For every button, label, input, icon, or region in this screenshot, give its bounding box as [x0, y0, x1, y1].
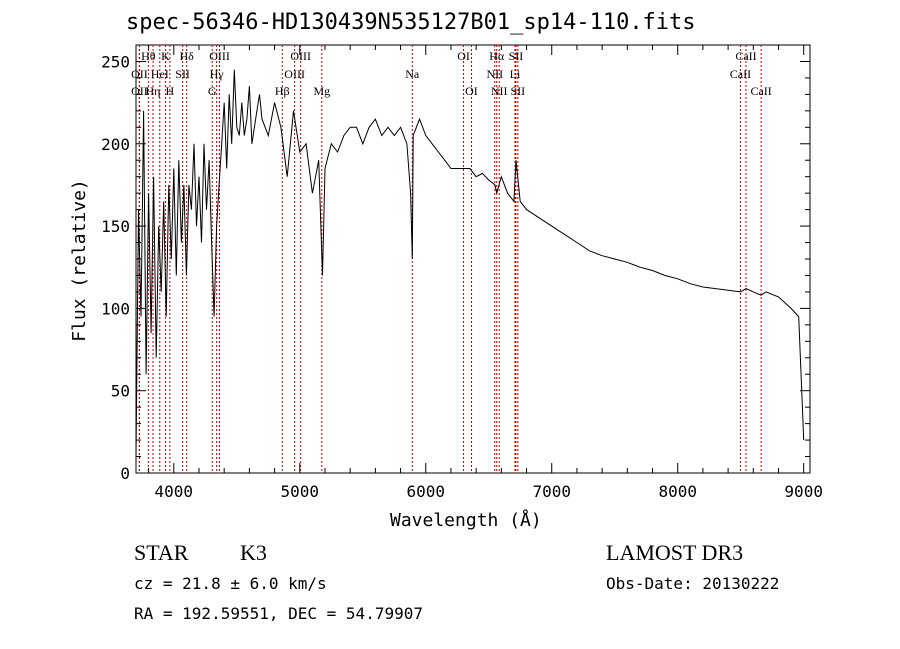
- y-tick-label: 150: [101, 217, 130, 236]
- marker-label: Li: [510, 67, 521, 81]
- x-tick-label: 8000: [658, 482, 697, 501]
- marker-label: CaII: [750, 84, 771, 98]
- marker-label: K: [161, 49, 170, 63]
- marker-label: NII: [491, 84, 508, 98]
- y-tick-label: 100: [101, 299, 130, 318]
- y-axis-ticks: 0 50 100 150 200 250: [101, 52, 810, 483]
- spectrum-line: [135, 69, 805, 457]
- marker-label: OIII: [284, 67, 305, 81]
- marker-label: HeI: [151, 67, 169, 81]
- x-tick-label: 9000: [784, 482, 823, 501]
- marker-label: SII: [511, 84, 526, 98]
- marker-label: OII: [131, 67, 148, 81]
- marker-label: OI: [457, 49, 470, 63]
- marker-label: CaII: [730, 67, 751, 81]
- plot-frame: [135, 44, 811, 474]
- marker-label: OIII: [290, 49, 311, 63]
- marker-label: H: [166, 84, 175, 98]
- y-tick-label: 250: [101, 52, 130, 71]
- x-tick-label: 7000: [532, 482, 571, 501]
- redshift-cz: cz = 21.8 ± 6.0 km/s: [134, 574, 327, 593]
- marker-label: SII: [509, 49, 524, 63]
- marker-label: OI: [465, 84, 478, 98]
- y-tick-label: 200: [101, 135, 130, 154]
- marker-label: OIII: [209, 49, 230, 63]
- marker-label: NII: [486, 67, 503, 81]
- x-tick-label: 5000: [281, 482, 320, 501]
- obs-date: Obs-Date: 20130222: [606, 574, 780, 593]
- marker-label: Hγ: [210, 67, 225, 81]
- y-tick-label: 50: [111, 382, 130, 401]
- y-tick-label: 0: [120, 464, 130, 483]
- marker-label: Hδ: [179, 49, 194, 63]
- marker-label: Mg: [313, 84, 330, 98]
- x-tick-label: 4000: [155, 482, 194, 501]
- y-axis-label: Flux (relative): [68, 179, 90, 342]
- marker-label: G: [208, 84, 217, 98]
- chart-title: spec-56346-HD130439N535127B01_sp14-110.f…: [126, 10, 696, 35]
- x-tick-label: 6000: [406, 482, 445, 501]
- coordinates: RA = 192.59551, DEC = 54.79907: [134, 604, 423, 623]
- marker-label: Na: [405, 67, 420, 81]
- marker-label: Hα: [489, 49, 505, 63]
- x-axis-ticks: 4000 5000 6000 7000 8000 9000: [148, 45, 823, 501]
- marker-label: OII: [131, 84, 148, 98]
- object-subclass: K3: [240, 540, 267, 565]
- marker-label: Hθ: [141, 49, 156, 63]
- marker-label: CaII: [735, 49, 756, 63]
- x-axis-label: Wavelength (Å): [390, 510, 542, 531]
- marker-lines: [138, 45, 762, 473]
- marker-label: SII: [175, 67, 190, 81]
- object-class: STAR: [134, 540, 189, 565]
- survey-name: LAMOST DR3: [606, 540, 744, 565]
- marker-label: Hη: [146, 84, 161, 98]
- marker-label: Hβ: [275, 84, 290, 98]
